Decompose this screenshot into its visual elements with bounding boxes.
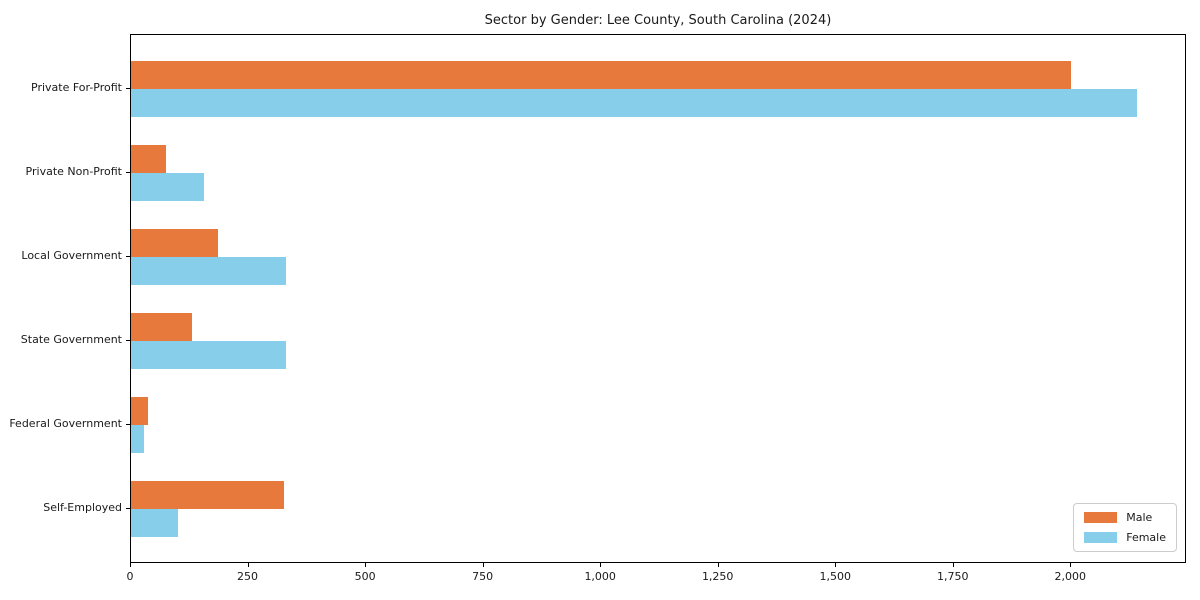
y-tick-label: State Government xyxy=(20,333,122,346)
y-tick-label: Federal Government xyxy=(9,417,122,430)
y-tick-mark xyxy=(126,172,130,173)
legend-label-male: Male xyxy=(1126,511,1153,524)
x-tick-label: 0 xyxy=(126,570,134,583)
chart-title: Sector by Gender: Lee County, South Caro… xyxy=(484,13,832,28)
bar-male-1 xyxy=(131,61,1072,89)
y-tick-label: Private Non-Profit xyxy=(25,165,122,178)
y-tick-mark xyxy=(126,340,130,341)
y-tick-mark xyxy=(126,424,130,425)
y-tick-label: Self-Employed xyxy=(43,501,122,514)
bar-male-6 xyxy=(131,481,284,509)
bar-female-4 xyxy=(131,341,287,369)
plot-area: Male Female xyxy=(130,34,1186,563)
legend-swatch-male xyxy=(1084,512,1118,523)
x-tick-label: 2,000 xyxy=(1054,570,1087,583)
y-tick-mark xyxy=(126,256,130,257)
x-tick-label: 250 xyxy=(237,570,258,583)
x-tick-mark xyxy=(717,563,719,567)
x-tick-mark xyxy=(952,563,954,567)
bar-male-5 xyxy=(131,397,148,425)
legend-item-male: Male xyxy=(1084,511,1166,524)
x-tick-mark xyxy=(247,563,249,567)
x-tick-label: 1,250 xyxy=(701,570,734,583)
bar-female-3 xyxy=(131,257,287,285)
bar-female-1 xyxy=(131,89,1138,117)
x-tick-mark xyxy=(835,563,837,567)
x-tick-label: 1,500 xyxy=(819,570,852,583)
legend-swatch-female xyxy=(1084,532,1118,543)
legend-item-female: Female xyxy=(1084,531,1166,544)
x-tick-mark xyxy=(130,563,131,567)
x-tick-mark xyxy=(1070,563,1072,567)
bar-female-6 xyxy=(131,509,178,537)
bar-male-2 xyxy=(131,145,167,173)
bar-female-5 xyxy=(131,425,144,453)
x-tick-label: 1,750 xyxy=(937,570,969,583)
legend: Male Female xyxy=(1073,503,1177,552)
x-tick-mark xyxy=(365,563,367,567)
y-tick-mark xyxy=(126,88,130,89)
bar-male-3 xyxy=(131,229,218,257)
x-tick-label: 500 xyxy=(354,570,376,583)
x-tick-label: 1,000 xyxy=(584,570,616,583)
x-tick-mark xyxy=(600,563,602,567)
legend-label-female: Female xyxy=(1126,531,1166,544)
bar-female-2 xyxy=(131,173,204,201)
y-tick-label: Local Government xyxy=(21,249,122,262)
y-tick-mark xyxy=(126,508,130,509)
x-tick-label: 750 xyxy=(472,570,494,583)
bar-male-4 xyxy=(131,313,193,341)
x-tick-mark xyxy=(482,563,484,567)
y-tick-label: Private For-Profit xyxy=(31,81,122,94)
